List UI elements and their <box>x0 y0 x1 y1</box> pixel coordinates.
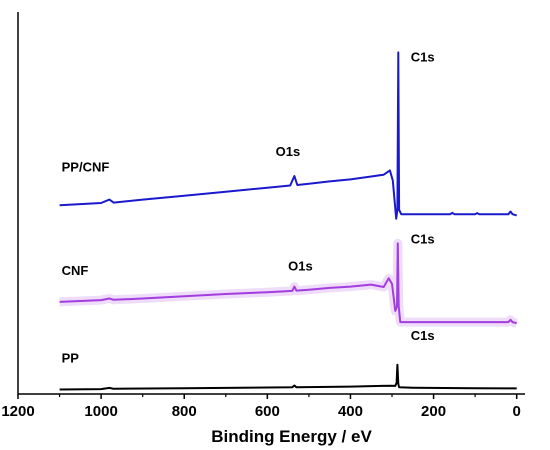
x-tick-label: 1000 <box>84 403 117 420</box>
x-tick-label: 200 <box>421 403 446 420</box>
x-axis-title: Binding Energy / eV <box>211 427 372 446</box>
plot-frame <box>17 12 525 395</box>
peak-label-cnf: CNF <box>62 263 89 278</box>
peak-labels: C1s O1s PP/CNF C1s O1s CNF C1s PP <box>62 49 435 365</box>
series-band-cnf <box>59 238 518 328</box>
peak-label-o1s: O1s <box>276 144 301 159</box>
x-tick-label: 800 <box>172 403 197 420</box>
x-tick-label: 400 <box>338 403 363 420</box>
x-tick-label: 600 <box>255 403 280 420</box>
peak-label-pp-cnf: PP/CNF <box>62 160 110 175</box>
series-line-cnf <box>59 242 517 325</box>
peak-label-c1s: C1s <box>411 231 435 246</box>
series-line-pp-cnf <box>59 51 517 220</box>
series-layer <box>59 51 518 391</box>
x-tick-label: 0 <box>513 403 521 420</box>
peak-label-o1s: O1s <box>288 258 313 273</box>
peak-label-pp: PP <box>62 351 80 366</box>
x-tick-label: 1200 <box>1 403 34 420</box>
series-line-pp <box>59 363 517 391</box>
peak-label-c1s: C1s <box>411 328 435 343</box>
peak-label-c1s: C1s <box>411 49 435 64</box>
x-axis-ticks: 1200 1000 800 600 400 200 0 <box>1 394 521 420</box>
